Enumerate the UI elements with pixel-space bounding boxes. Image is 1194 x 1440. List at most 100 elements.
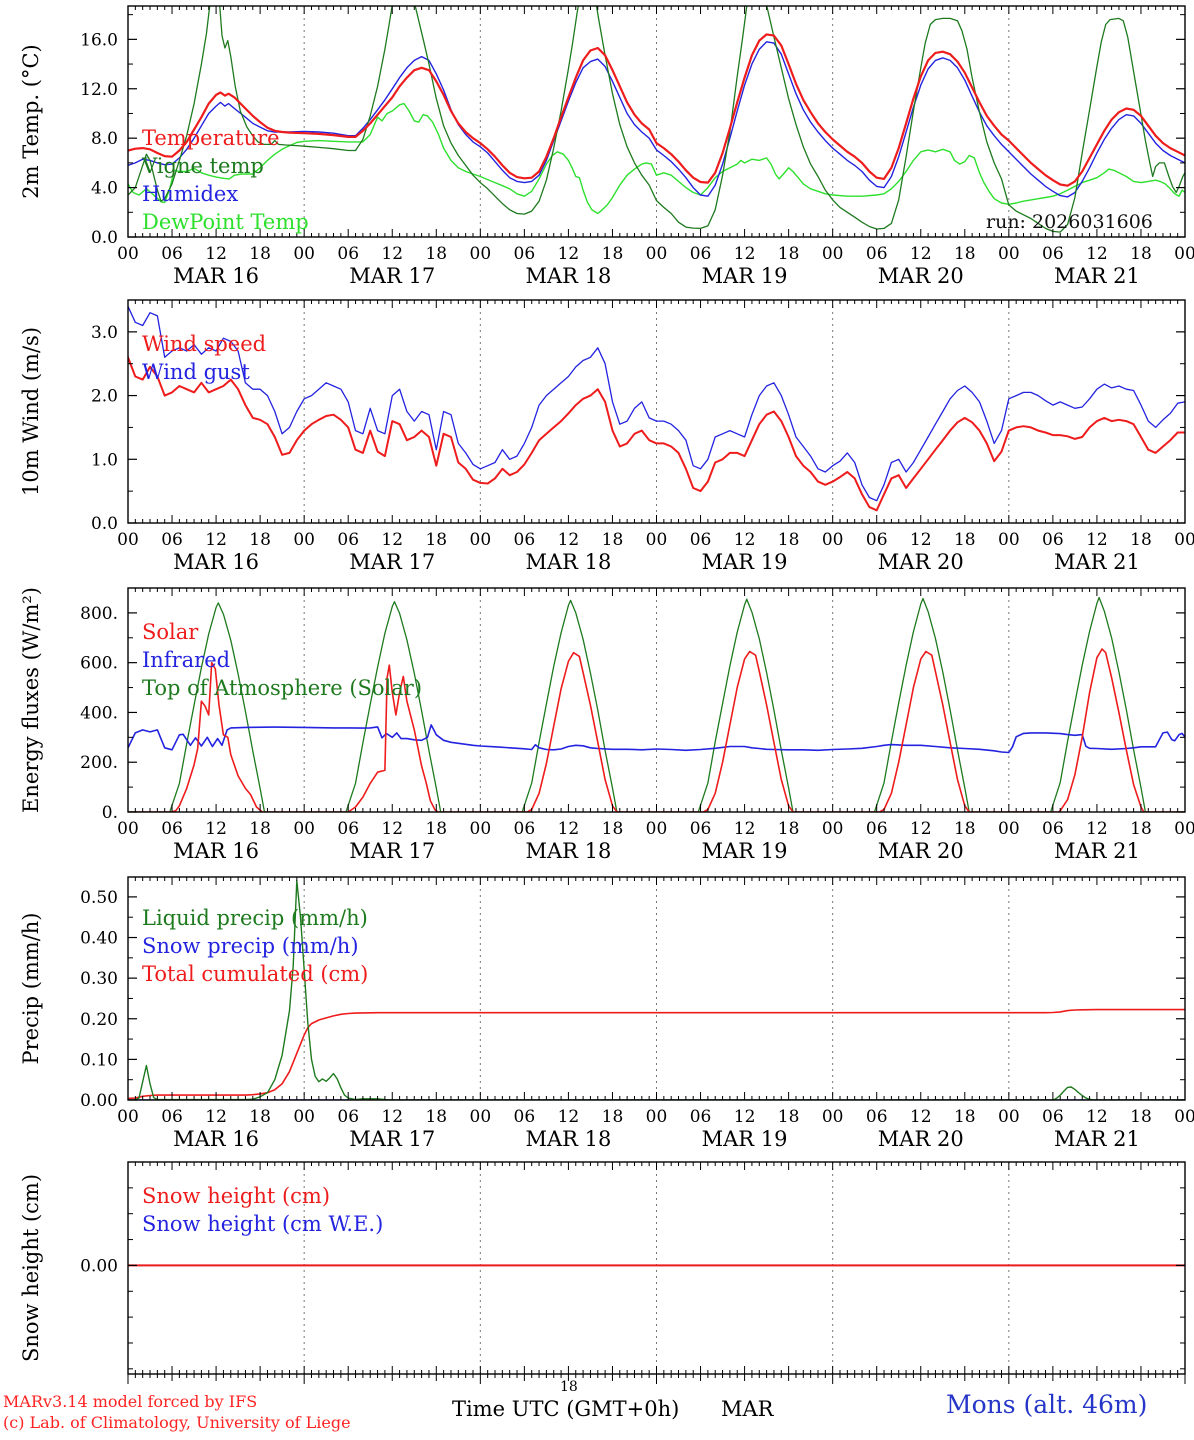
hour-tick-label: 06 (690, 530, 712, 550)
day-label: MAR 17 (349, 839, 435, 863)
hour-tick-label: 12 (734, 819, 756, 839)
ytick-label: 0.00 (80, 1256, 118, 1276)
hour-tick-label: 06 (161, 1107, 183, 1127)
hour-tick-label: 00 (293, 1107, 315, 1127)
hour-tick-label: 18 (1130, 244, 1152, 264)
day-label: MAR 18 (525, 550, 611, 574)
hour-tick-label: 06 (514, 1107, 536, 1127)
day-label: MAR 21 (1054, 550, 1140, 574)
legend-solar: Solar (142, 620, 199, 644)
day-label: MAR 16 (173, 550, 259, 574)
ytick-label: 0.30 (80, 969, 118, 989)
legend-infrared: Infrared (142, 648, 231, 672)
series-humidex (128, 41, 1185, 198)
y-axis-title: Energy fluxes (W/m²) (19, 587, 43, 813)
panel-border-energy-fluxes (127, 587, 1186, 813)
hour-tick-label: 18 (602, 1107, 624, 1127)
hour-tick-label: 18 (954, 819, 976, 839)
ytick-label: 0.50 (80, 888, 118, 908)
hour-tick-label: 18 (249, 819, 271, 839)
hour-tick-label: 18 (425, 1107, 447, 1127)
day-label: MAR 17 (349, 550, 435, 574)
day-label: MAR 20 (878, 839, 964, 863)
hour-tick-label: 12 (910, 530, 932, 550)
day-label: MAR 18 (525, 264, 611, 288)
hour-tick-label: 06 (161, 244, 183, 264)
hour-tick-label: 12 (558, 244, 580, 264)
hour-tick-label: 06 (866, 819, 888, 839)
hour-tick-label: 12 (1086, 244, 1108, 264)
ytick-label: 4.0 (91, 179, 118, 199)
ytick-label: 0.20 (80, 1010, 118, 1030)
series-total-cumulated-cm- (128, 1008, 1185, 1100)
legend-vigne-temp: Vigne temp (142, 154, 264, 178)
hour-tick-label: 00 (117, 819, 139, 839)
hour-tick-label: 06 (337, 244, 359, 264)
hour-tick-label: 06 (1042, 244, 1064, 264)
footer-lab-credit: (c) Lab. of Climatology, University of L… (3, 1413, 351, 1432)
y-axis-title: Precip (mm/h) (19, 912, 43, 1064)
hour-tick-label: 00 (470, 244, 492, 264)
hour-tick-label: 06 (1042, 1107, 1064, 1127)
hour-tick-label: 00 (1174, 530, 1194, 550)
hour-tick-label: 18 (602, 819, 624, 839)
hour-tick-label: 12 (734, 244, 756, 264)
hour-tick-label: 12 (381, 244, 403, 264)
hour-tick-label: 00 (646, 530, 668, 550)
hour-tick-label: 00 (117, 244, 139, 264)
hour-tick-label: 18 (954, 244, 976, 264)
hour-tick-label: 12 (558, 819, 580, 839)
hour-tick-label: 00 (646, 244, 668, 264)
hour-tick-label: 00 (646, 819, 668, 839)
hour-tick-label: 00 (293, 530, 315, 550)
ytick-label: 0.40 (80, 929, 118, 949)
hour-tick-label: 00 (998, 1107, 1020, 1127)
ytick-label: 16.0 (80, 30, 118, 50)
hour-tick-label: 12 (1086, 1107, 1108, 1127)
hour-tick-label: 06 (161, 819, 183, 839)
footer-time-axis-label: Time UTC (GMT+0h) (452, 1397, 680, 1421)
ytick-label: 200. (80, 753, 118, 773)
day-label: MAR 20 (878, 550, 964, 574)
hour-tick-label: 06 (514, 530, 536, 550)
hour-tick-label: 18 (778, 244, 800, 264)
footer-station-label: Mons (alt. 46m) (946, 1390, 1148, 1419)
hour-tick-label: 06 (1042, 530, 1064, 550)
hour-tick-label: 12 (558, 1107, 580, 1127)
series-solar (128, 648, 1185, 812)
hour-tick-label: 00 (470, 530, 492, 550)
legend-top-of-atmosphere: Top of Atmosphere (Solar) (142, 676, 423, 700)
hour-tick-label: 06 (866, 244, 888, 264)
day-label: MAR 20 (878, 1127, 964, 1151)
hour-tick-label: 12 (205, 244, 227, 264)
hour-tick-label: 12 (558, 530, 580, 550)
series-dewpoint-temp (128, 102, 1185, 215)
day-label: MAR 20 (878, 264, 964, 288)
hour-tick-label: 00 (822, 819, 844, 839)
day-label: MAR 18 (525, 839, 611, 863)
hour-tick-label: 18 (602, 244, 624, 264)
y-axis-title: Snow height (cm) (19, 1174, 43, 1362)
legend-liquid-precip: Liquid precip (mm/h) (142, 906, 368, 930)
series-wind-speed (128, 356, 1185, 512)
ytick-label: 0.00 (80, 1091, 118, 1111)
series-temperature (128, 33, 1185, 187)
hour-tick-label: 00 (998, 530, 1020, 550)
hour-tick-label: 12 (381, 1107, 403, 1127)
hour-tick-label: 06 (337, 530, 359, 550)
hour-tick-label: 12 (910, 1107, 932, 1127)
hour-tick-label: 18 (425, 244, 447, 264)
hour-tick-label: 00 (117, 530, 139, 550)
ytick-label: 0.0 (91, 228, 118, 248)
hour-tick-label: 12 (1086, 530, 1108, 550)
hour-tick-label: 12 (381, 819, 403, 839)
hour-tick-label: 00 (470, 819, 492, 839)
day-label: MAR 17 (349, 264, 435, 288)
hour-tick-label: 12 (205, 1107, 227, 1127)
ytick-label: 3.0 (91, 323, 118, 343)
y-axis-title: 2m Temp. (°C) (19, 44, 43, 198)
day-label: MAR 21 (1054, 264, 1140, 288)
legend-humidex: Humidex (142, 182, 239, 206)
